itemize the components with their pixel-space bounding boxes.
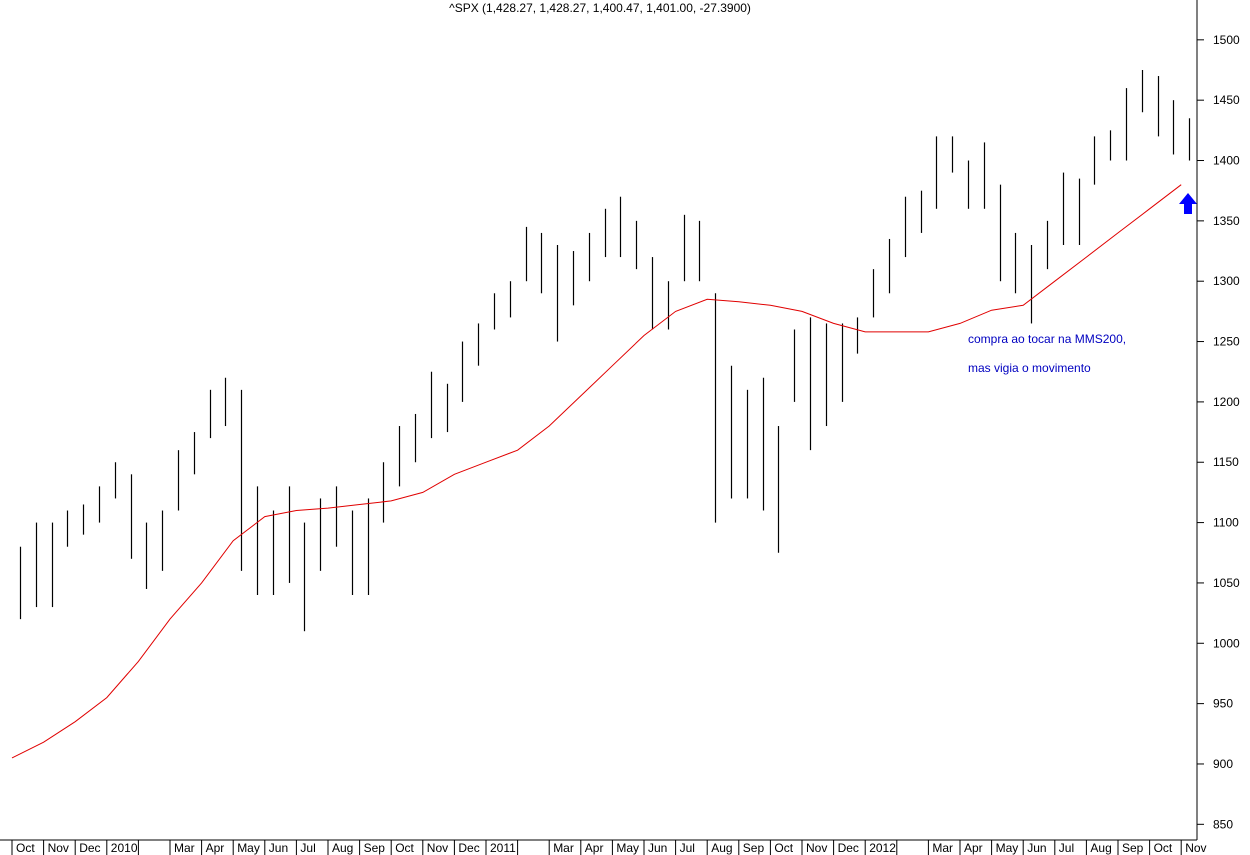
x-tick-label: Oct: [16, 841, 35, 855]
arrow-icon: [1179, 193, 1197, 214]
y-tick-label: 1450: [1213, 93, 1240, 107]
x-tick-label: Apr: [964, 841, 983, 855]
x-tick-label: Aug: [711, 841, 732, 855]
x-tick-label: May: [996, 841, 1019, 855]
y-tick-label: 1500: [1213, 33, 1240, 47]
y-tick-label: 1300: [1213, 274, 1240, 288]
x-tick-label: Apr: [585, 841, 604, 855]
x-tick-label: Jul: [300, 841, 315, 855]
x-tick-label: 2010: [111, 841, 138, 855]
y-tick-label: 1100: [1213, 516, 1239, 530]
x-tick-label: Sep: [743, 841, 765, 855]
x-tick-label: Mar: [174, 841, 195, 855]
x-tick-label: Dec: [838, 841, 859, 855]
annotation: mas vigia o movimento: [968, 361, 1091, 375]
x-tick-label: 2011: [490, 841, 516, 855]
y-tick-label: 950: [1213, 697, 1233, 711]
x-tick-label: Apr: [206, 841, 225, 855]
x-tick-label: Jun: [269, 841, 288, 855]
y-tick-label: 1400: [1213, 154, 1240, 168]
x-tick-label: Nov: [1185, 841, 1206, 855]
chart-title: ^SPX (1,428.27, 1,428.27, 1,400.47, 1,40…: [449, 1, 751, 15]
x-tick-label: Oct: [1154, 841, 1173, 855]
x-tick-label: Sep: [364, 841, 386, 855]
y-tick-label: 1350: [1213, 214, 1240, 228]
x-tick-label: Jun: [1027, 841, 1046, 855]
x-tick-label: Jul: [1059, 841, 1074, 855]
x-tick-label: Sep: [1122, 841, 1144, 855]
y-tick-label: 1200: [1213, 395, 1240, 409]
x-tick-label: Jul: [680, 841, 695, 855]
y-tick-label: 1000: [1213, 636, 1240, 650]
x-tick-label: Aug: [332, 841, 353, 855]
moving-average-line: [11, 184, 1182, 759]
x-tick-label: Jun: [648, 841, 667, 855]
x-tick-label: Dec: [458, 841, 479, 855]
y-tick-label: 1250: [1213, 335, 1240, 349]
x-tick-label: Nov: [48, 841, 69, 855]
x-tick-label: Nov: [806, 841, 827, 855]
annotation: compra ao tocar na MMS200,: [968, 332, 1126, 346]
x-tick-label: Mar: [553, 841, 574, 855]
x-tick-label: 2012: [869, 841, 896, 855]
y-tick-label: 900: [1213, 757, 1233, 771]
x-tick-label: May: [616, 841, 639, 855]
x-tick-label: Mar: [932, 841, 953, 855]
x-tick-label: May: [237, 841, 260, 855]
y-tick-label: 850: [1213, 817, 1233, 831]
y-tick-label: 1150: [1213, 455, 1239, 469]
x-tick-label: Dec: [79, 841, 100, 855]
x-tick-label: Oct: [395, 841, 414, 855]
x-tick-label: Nov: [427, 841, 448, 855]
x-tick-label: Oct: [774, 841, 793, 855]
x-tick-label: Aug: [1090, 841, 1111, 855]
y-tick-label: 1050: [1213, 576, 1240, 590]
